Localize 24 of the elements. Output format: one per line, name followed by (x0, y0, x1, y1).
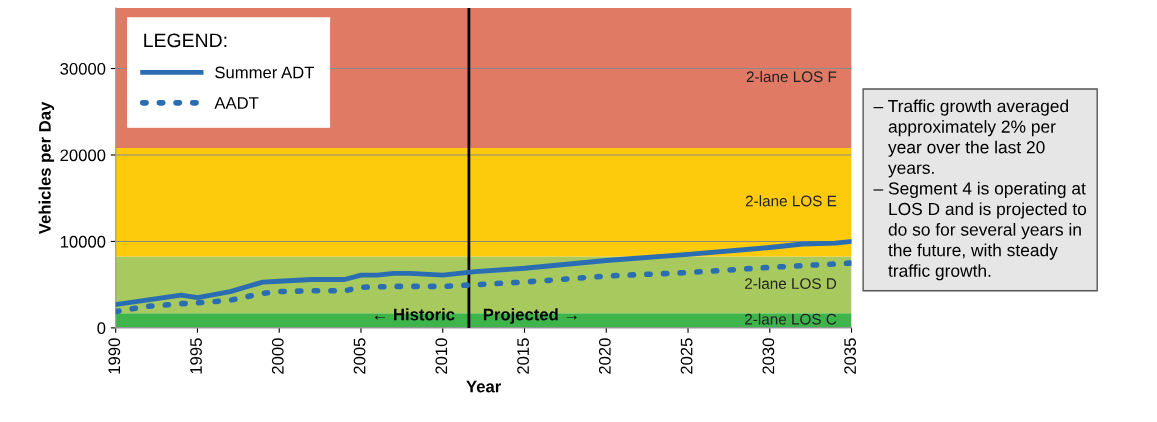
x-tick-label: 2025 (680, 338, 693, 374)
band-label: 2-lane LOS F (746, 70, 837, 83)
band-label: 2-lane LOS E (745, 195, 837, 207)
x-tick-label: 2015 (517, 338, 529, 374)
x-tick-label: 2035 (844, 338, 857, 374)
x-tick-label: 1995 (190, 338, 202, 374)
band-label: 2-lane LOS C (745, 313, 837, 325)
x-tick-label: 2000 (271, 338, 284, 374)
x-tick-label: 2030 (762, 338, 775, 374)
x-tick-label: 1990 (108, 338, 121, 374)
text: – Traffic growth averaged approximately 2% per year over the last 20 years. – Segment 4 is operating at LOS D and is projected to do so for several years in the future, with steady traffic growth. (873, 99, 1087, 281)
x-axis-title: Year (466, 380, 501, 393)
band-label: 2-lane LOS D (745, 277, 837, 289)
legend-title: LEGEND: (144, 33, 227, 48)
x-tick-label: 2010 (435, 338, 448, 374)
legend-label: Summer ADT (215, 66, 315, 79)
y-tick-label: 30000 (60, 62, 106, 75)
x-tick-label: 2020 (598, 338, 611, 374)
y-tick-label: 10000 (60, 235, 106, 248)
x-tick-label: 2005 (353, 338, 366, 374)
y-tick-label: 0 (97, 322, 106, 335)
legend-label: AADT (214, 97, 259, 109)
y-axis-title: Vehicles per Day (38, 101, 55, 235)
y-tick-label: 20000 (60, 149, 106, 162)
